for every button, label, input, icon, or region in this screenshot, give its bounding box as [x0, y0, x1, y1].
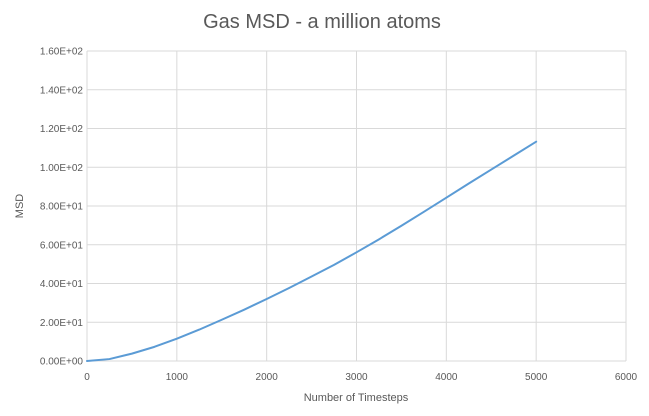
series-layer — [86, 140, 538, 362]
y-tick-label: 0.00E+00 — [40, 357, 84, 368]
x-tick-label: 1000 — [166, 372, 189, 383]
x-tick-label: 2000 — [256, 372, 279, 383]
y-tick-label: 2.00E+01 — [40, 318, 84, 329]
y-tick-label: 1.60E+02 — [40, 47, 84, 58]
y-tick-label: 8.00E+01 — [40, 202, 84, 213]
y-tick-label: 4.00E+01 — [40, 279, 84, 290]
grid — [86, 50, 627, 362]
x-tick-label: 0 — [84, 372, 90, 383]
x-tick-label: 4000 — [435, 372, 458, 383]
chart-title: Gas MSD - a million atoms — [203, 11, 441, 33]
y-axis-ticks: 0.00E+00 2.00E+01 4.00E+01 6.00E+01 8.00E+01… — [40, 47, 84, 368]
series-line — [86, 140, 538, 362]
x-axis-title: Number of Timesteps — [304, 392, 409, 404]
y-tick-label: 1.40E+02 — [40, 85, 84, 96]
y-tick-label: 6.00E+01 — [40, 240, 84, 251]
y-tick-label: 1.20E+02 — [40, 124, 84, 135]
x-tick-label: 5000 — [525, 372, 548, 383]
x-tick-label: 6000 — [615, 372, 638, 383]
y-tick-label: 1.00E+02 — [40, 163, 84, 174]
y-axis-title: MSD — [14, 194, 26, 219]
x-axis-ticks: 0 1000 2000 3000 4000 5000 6000 — [84, 372, 637, 383]
x-tick-label: 3000 — [345, 372, 368, 383]
